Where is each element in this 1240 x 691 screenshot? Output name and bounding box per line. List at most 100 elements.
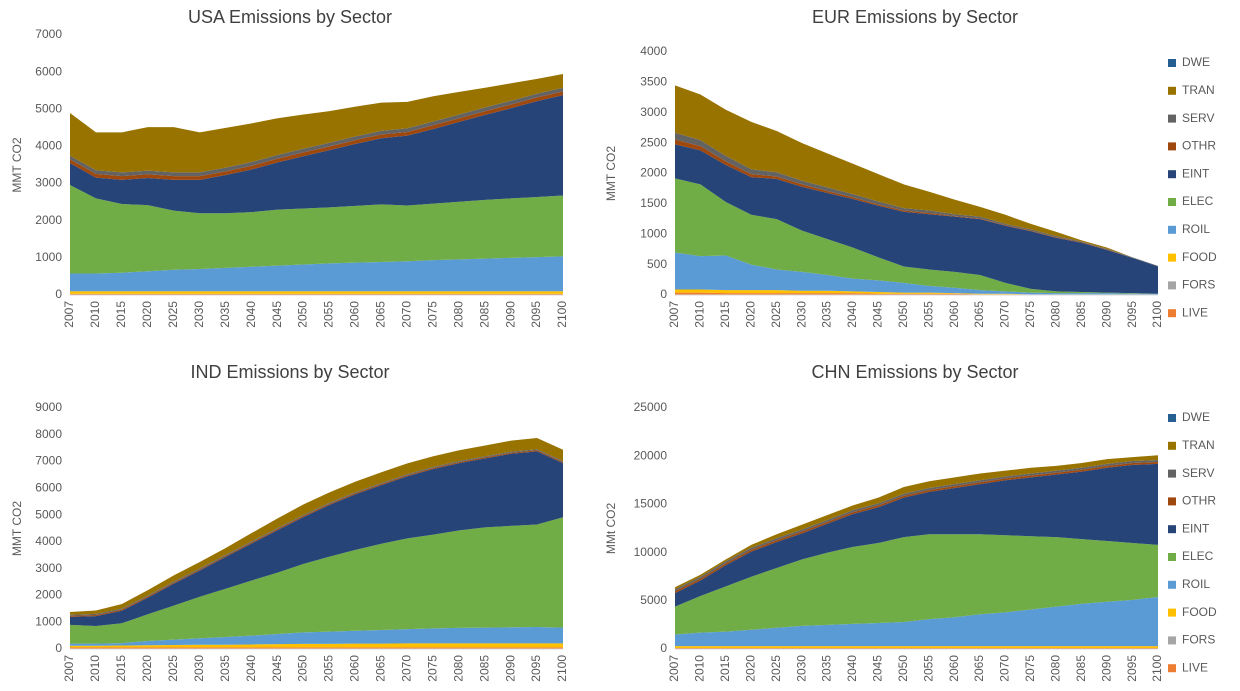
area <box>70 95 563 214</box>
y-tick-label: 8000 <box>35 427 62 441</box>
area <box>675 596 1158 647</box>
y-tick-label: 6000 <box>35 64 62 78</box>
legend-label: DWE <box>1182 410 1210 424</box>
chart-title: IND Emissions by Sector <box>190 362 389 382</box>
x-tick-label: 2050 <box>896 655 910 682</box>
legend-label: DWE <box>1182 55 1210 69</box>
y-tick-label: 7000 <box>35 27 62 41</box>
x-tick-label: 2100 <box>555 655 569 682</box>
legend-swatch <box>1168 553 1176 561</box>
legend-label: TRAN <box>1182 438 1215 452</box>
x-tick-label: 2070 <box>399 301 413 328</box>
legend-label: FORS <box>1182 633 1215 647</box>
legend-swatch <box>1168 253 1176 262</box>
x-tick-label: 2075 <box>1023 301 1037 328</box>
x-tick-label: 2050 <box>896 301 910 328</box>
y-axis-label: MMT CO2 <box>604 146 618 201</box>
y-tick-label: 0 <box>55 287 62 301</box>
x-tick-label: 2090 <box>1099 301 1113 328</box>
legend-label: LIVE <box>1182 305 1208 319</box>
area <box>675 252 1158 295</box>
x-tick-label: 2090 <box>503 655 517 682</box>
x-tick-label: 2035 <box>218 655 232 682</box>
x-tick-label: 2010 <box>88 301 102 328</box>
y-tick-label: 1500 <box>640 196 667 210</box>
x-tick-label: 2055 <box>322 655 336 682</box>
area <box>70 517 563 644</box>
x-tick-label: 2020 <box>140 301 154 328</box>
x-tick-label: 2045 <box>270 301 284 328</box>
y-tick-label: 9000 <box>35 400 62 414</box>
legend-label: ROIL <box>1182 577 1210 591</box>
legend-swatch <box>1168 497 1176 506</box>
y-tick-label: 10000 <box>634 545 668 559</box>
legend-swatch <box>1168 86 1176 95</box>
y-tick-label: 0 <box>660 287 667 301</box>
y-axis-label: MMt CO2 <box>604 503 618 555</box>
x-tick-label: 2095 <box>1125 301 1139 328</box>
legend-swatch <box>1168 664 1176 673</box>
area <box>675 463 1158 607</box>
legend-swatch <box>1168 170 1176 179</box>
y-tick-label: 3000 <box>640 105 667 119</box>
x-tick-label: 2050 <box>296 655 310 682</box>
x-tick-label: 2100 <box>1150 301 1164 328</box>
x-tick-label: 2010 <box>88 655 102 682</box>
legend-label: ELEC <box>1182 549 1214 563</box>
x-tick-label: 2015 <box>718 655 732 682</box>
y-tick-label: 4000 <box>640 44 667 58</box>
area <box>675 178 1158 294</box>
legend-label: FOOD <box>1182 250 1217 264</box>
y-tick-label: 3000 <box>35 561 62 575</box>
area <box>70 291 563 294</box>
legend-label: EINT <box>1182 521 1210 535</box>
y-tick-label: 1000 <box>35 614 62 628</box>
legend-swatch <box>1168 309 1176 318</box>
x-tick-label: 2015 <box>114 301 128 328</box>
y-tick-label: 5000 <box>35 101 62 115</box>
y-tick-label: 7000 <box>35 454 62 468</box>
x-tick-label: 2040 <box>845 655 859 682</box>
x-tick-label: 2020 <box>743 655 757 682</box>
area <box>675 144 1158 294</box>
y-tick-label: 0 <box>55 641 62 655</box>
y-tick-label: 0 <box>660 641 667 655</box>
y-tick-label: 25000 <box>634 400 668 414</box>
x-tick-label: 2020 <box>743 301 757 328</box>
legend-label: EINT <box>1182 166 1210 180</box>
x-tick-label: 2065 <box>374 301 388 328</box>
x-tick-label: 2045 <box>871 301 885 328</box>
x-tick-label: 2040 <box>845 301 859 328</box>
x-tick-label: 2080 <box>1048 301 1062 328</box>
x-tick-label: 2055 <box>921 655 935 682</box>
x-tick-label: 2055 <box>921 301 935 328</box>
x-tick-label: 2015 <box>114 655 128 682</box>
legend-swatch <box>1168 414 1176 422</box>
legend-label: ELEC <box>1182 194 1214 208</box>
x-tick-label: 2025 <box>166 301 180 328</box>
legend-label: LIVE <box>1182 660 1208 674</box>
x-tick-label: 2095 <box>529 301 543 328</box>
area <box>675 289 1158 295</box>
x-tick-label: 2007 <box>667 301 681 328</box>
x-tick-label: 2090 <box>503 301 517 328</box>
legend-swatch <box>1168 225 1176 234</box>
legend-swatch <box>1168 608 1176 617</box>
legend-label: SERV <box>1182 111 1214 125</box>
y-tick-label: 1000 <box>640 226 667 240</box>
y-tick-label: 2000 <box>640 166 667 180</box>
x-tick-label: 2065 <box>972 655 986 682</box>
x-tick-label: 2065 <box>972 301 986 328</box>
legend-label: ROIL <box>1182 222 1210 236</box>
x-tick-label: 2080 <box>451 655 465 682</box>
x-tick-label: 2045 <box>270 655 284 682</box>
legend-swatch <box>1168 636 1176 645</box>
x-tick-label: 2007 <box>62 655 76 682</box>
legend-label: TRAN <box>1182 83 1215 97</box>
x-tick-label: 2070 <box>998 655 1012 682</box>
x-tick-label: 2085 <box>1074 301 1088 328</box>
area <box>70 74 563 173</box>
legend-label: OTHR <box>1182 494 1216 508</box>
x-tick-label: 2060 <box>947 655 961 682</box>
